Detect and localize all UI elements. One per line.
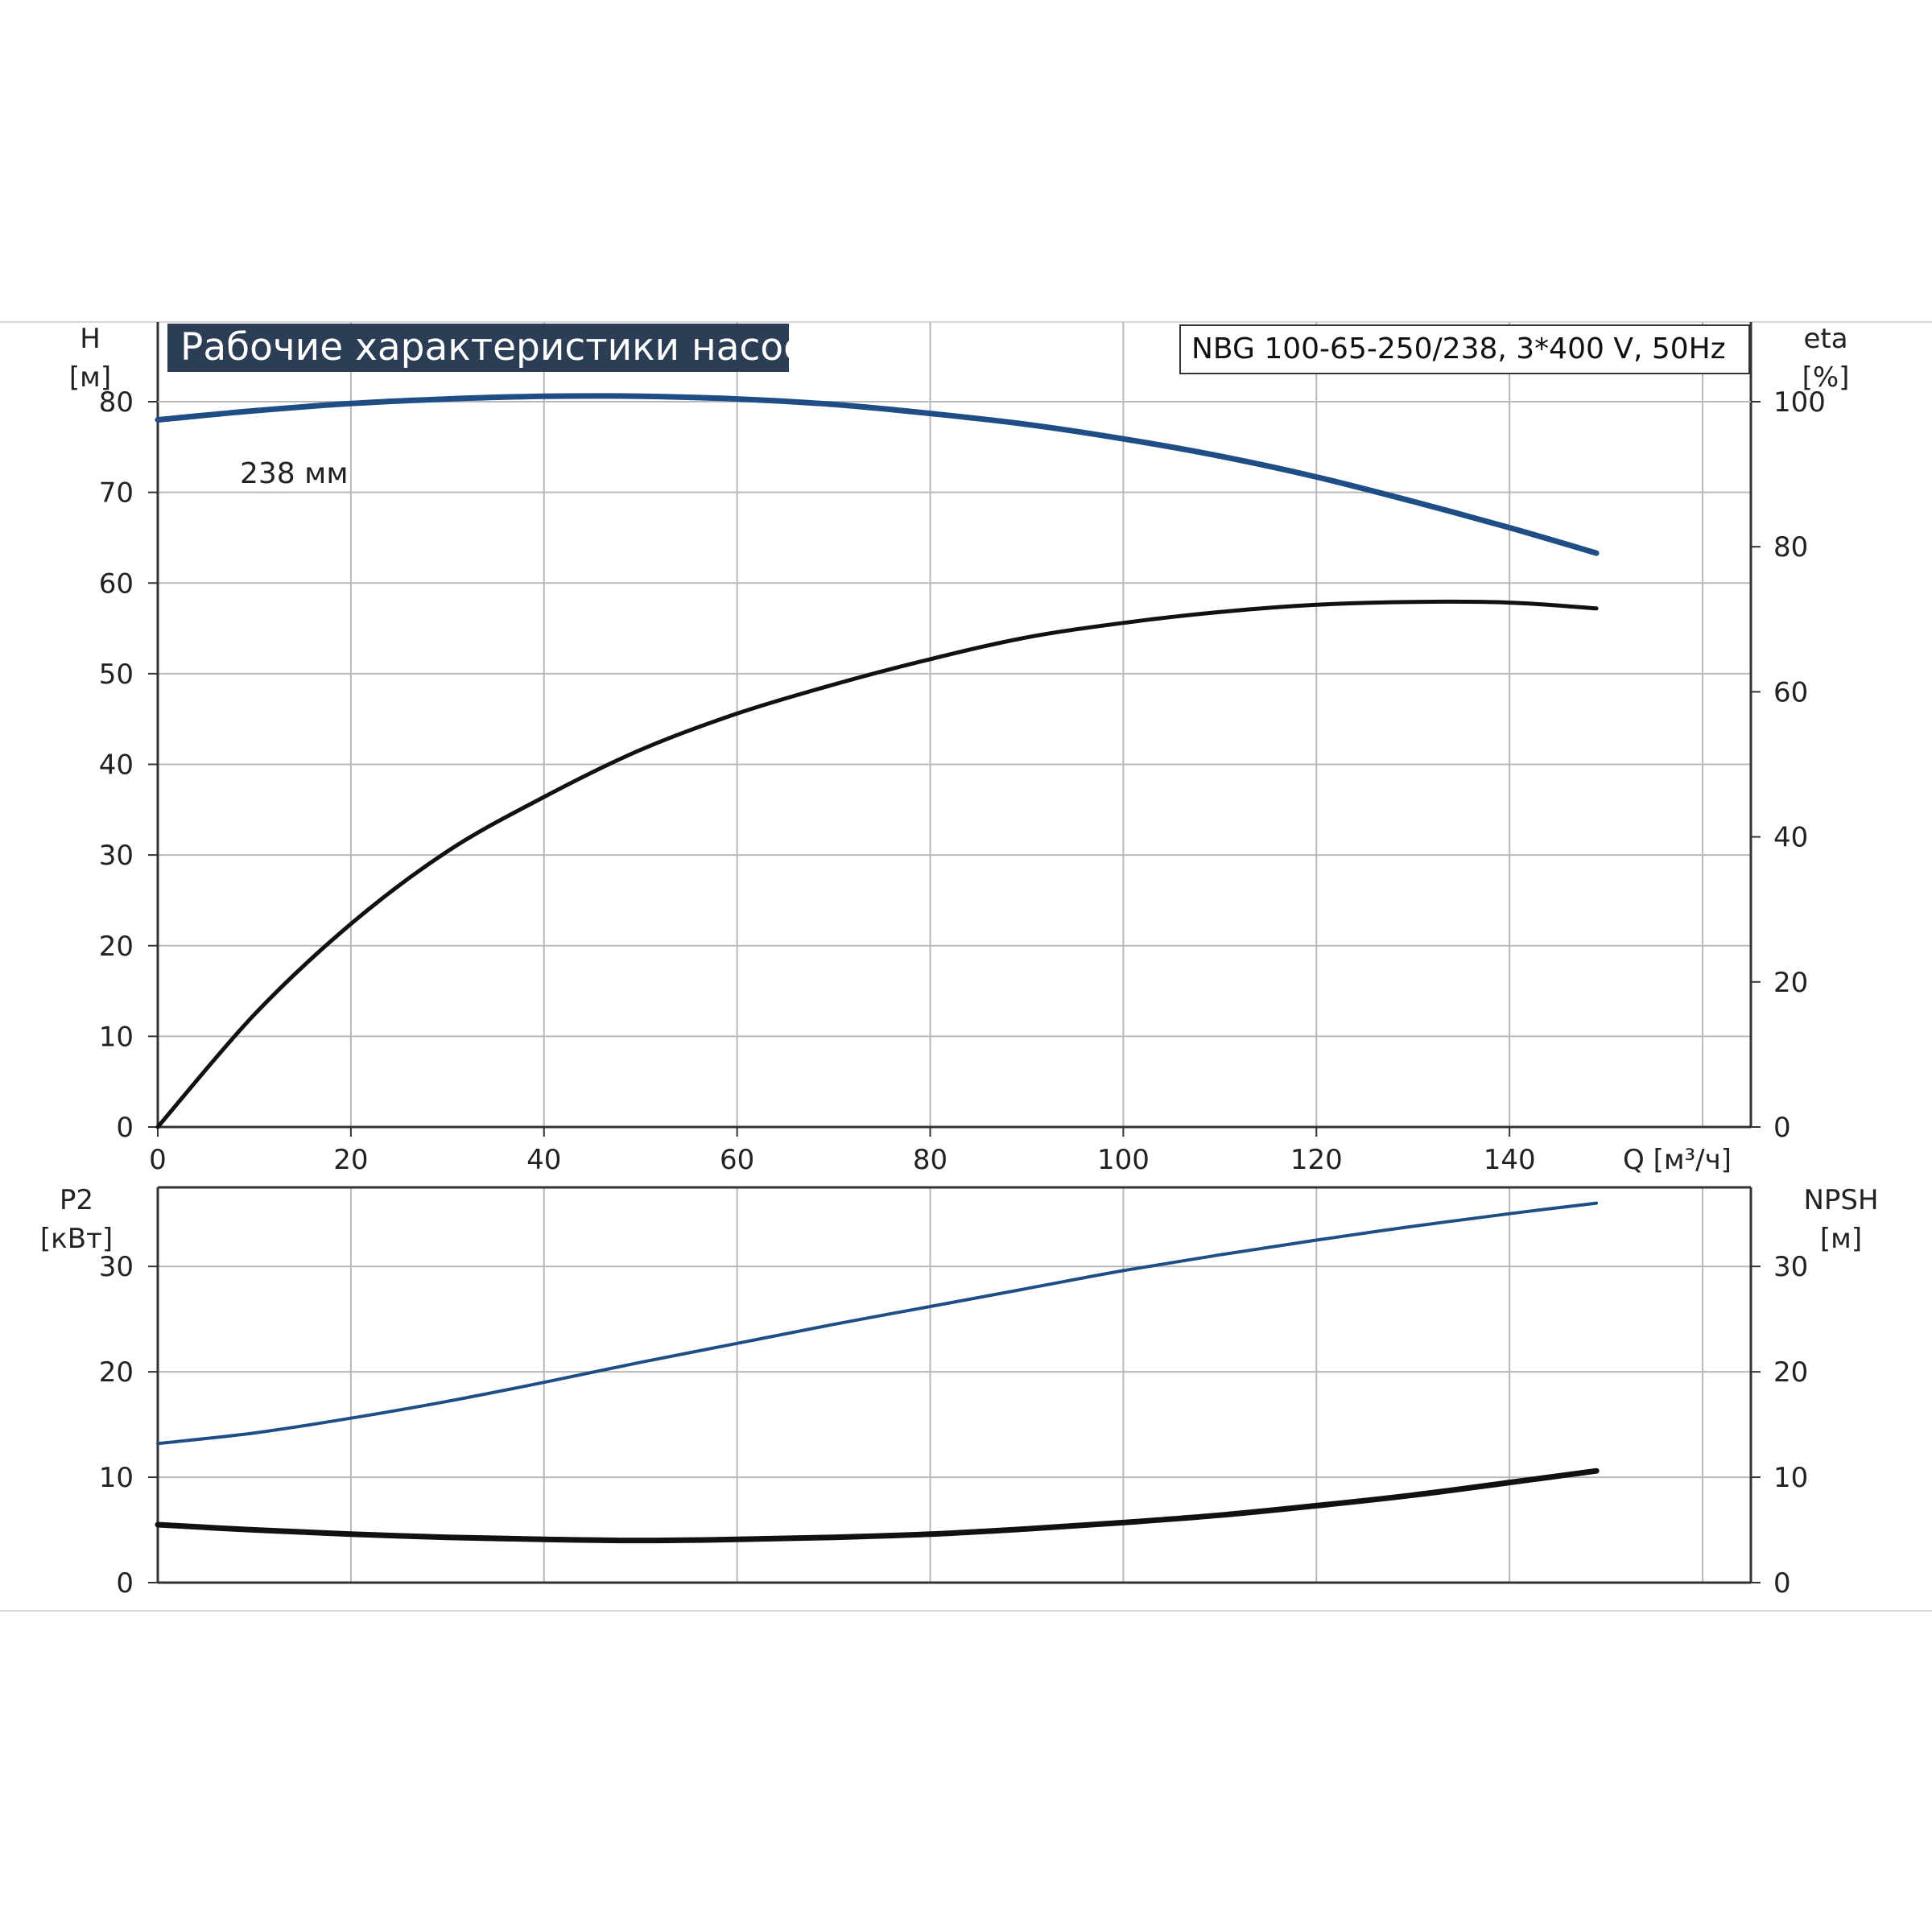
model-label: NBG 100-65-250/238, 3*400 V, 50Hz [1191, 332, 1726, 365]
x-tick-label: 40 [526, 1144, 561, 1176]
x-tick-label: 100 [1097, 1144, 1150, 1176]
x-tick-label: 140 [1484, 1144, 1536, 1176]
top_panel-left-tick-label: 30 [99, 840, 134, 872]
bottom_panel-right-tick-label: 10 [1773, 1462, 1808, 1494]
top_panel-series-0-blue-curve [155, 393, 1600, 556]
top-right-axis-label-line2: [%] [1802, 361, 1850, 394]
top_panel-left-tick-label: 80 [99, 386, 134, 419]
tick-labels: 0 10 20 30 40 50 60 70 80 0 20 40 60 80 100 0 10 20 30 0 10 2… [99, 386, 1826, 1600]
top_panel-left-tick-label: 60 [99, 568, 134, 600]
top_panel-left-tick-label: 20 [99, 931, 134, 963]
bottom_panel-right-tick-label: 0 [1773, 1567, 1791, 1600]
bottom_panel-series-1-black-curve [155, 1468, 1600, 1544]
x-tick-label: 0 [149, 1144, 167, 1176]
bottom_panel-left-tick-label: 10 [99, 1462, 134, 1494]
top_panel-left-tick-label: 40 [99, 749, 134, 782]
x-tick-label: 60 [720, 1144, 754, 1176]
bottom-right-axis-label-line1: NPSH [1803, 1184, 1878, 1216]
top-left-axis-label-line1: H [80, 323, 101, 355]
curves [155, 393, 1600, 1544]
bottom_panel-left-tick-label: 20 [99, 1356, 134, 1389]
bottom-left-axis-label-line2: [кВт] [40, 1223, 113, 1255]
top-panel-grid [158, 322, 1751, 1127]
bottom-left-axis-label-line1: P2 [60, 1184, 93, 1216]
top_panel-series-1-black-curve [155, 599, 1599, 1129]
top_panel-right-tick-label: 20 [1773, 967, 1808, 999]
top_panel-left-tick-label: 0 [116, 1112, 134, 1144]
x-tick-label: 120 [1290, 1144, 1343, 1176]
top_panel-left-tick-label: 10 [99, 1021, 134, 1053]
x-axis-label: Q [м³/ч] [1623, 1144, 1732, 1176]
model-box [1179, 324, 1750, 374]
x-tick-label: 20 [333, 1144, 368, 1176]
x-tick-label: 80 [913, 1144, 947, 1176]
top_panel-right-tick-label: 0 [1773, 1112, 1791, 1144]
bottom_panel-series-0-blue-curve [156, 1201, 1599, 1446]
impeller-diameter-annotation: 238 мм [240, 457, 348, 490]
top_panel-left-tick-label: 50 [99, 658, 134, 691]
top-left-axis-label-line2: [м] [69, 361, 111, 394]
chart-title: Рабочие характеристики насоса [180, 325, 828, 369]
top_panel-right-tick-label: 60 [1773, 676, 1808, 708]
top_panel-left-tick-label: 70 [99, 477, 134, 510]
top-right-axis-label-line1: eta [1803, 323, 1847, 355]
top_panel-right-tick-label: 40 [1773, 822, 1808, 854]
bottom_panel-right-tick-label: 20 [1773, 1356, 1808, 1389]
bottom_panel-right-tick-label: 30 [1773, 1251, 1808, 1283]
bottom-panel-grid [158, 1187, 1751, 1583]
chart-title-background [167, 324, 789, 372]
bottom_panel-left-tick-label: 0 [116, 1567, 134, 1600]
bottom-right-axis-label-line2: [м] [1820, 1223, 1862, 1255]
top_panel-right-tick-label: 100 [1773, 386, 1826, 419]
bottom_panel-left-tick-label: 30 [99, 1251, 134, 1283]
top_panel-right-tick-label: 80 [1773, 531, 1808, 564]
